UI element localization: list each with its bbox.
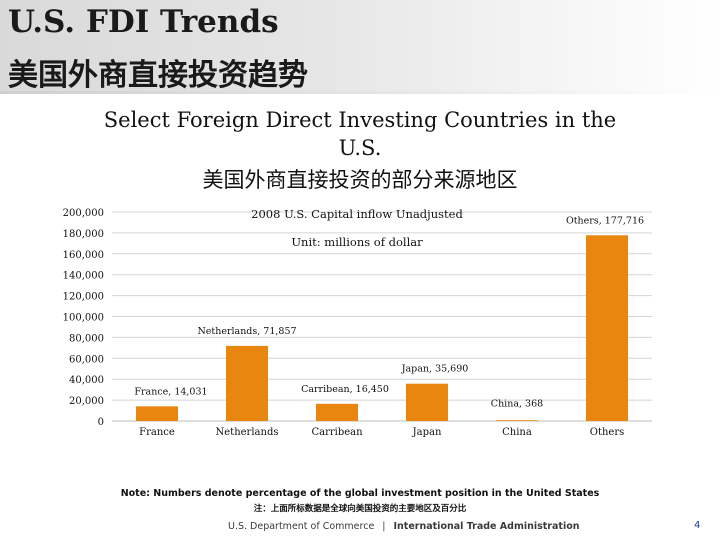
footer-separator: |: [382, 521, 386, 532]
x-tick-label: Carribean: [311, 427, 363, 438]
y-tick-label: 40,000: [69, 375, 104, 386]
bar-china: [496, 420, 538, 421]
data-label: China, 368: [491, 399, 543, 410]
footer-department: U.S. Department of Commerce: [228, 521, 375, 532]
y-tick-label: 180,000: [63, 229, 104, 240]
data-label: Others, 177,716: [566, 215, 644, 226]
chart-title: 2008 U.S. Capital inflow Unadjusted: [251, 207, 463, 221]
bar-chart: 0 20,000 40,000 60,000 80,000 100,000 120,000 1…: [63, 207, 652, 438]
y-tick-label: 60,000: [69, 354, 104, 365]
x-tick-label: Netherlands: [216, 427, 279, 438]
y-tick-label: 120,000: [63, 292, 104, 303]
x-tick-label: Others: [590, 427, 625, 438]
y-tick-label: 100,000: [63, 313, 104, 324]
footer-organization: U.S. Department of Commerce | Internationa…: [228, 521, 580, 532]
y-tick-label: 160,000: [63, 250, 104, 261]
bar-japan: [406, 383, 448, 421]
data-label: Carribean, 16,450: [301, 384, 389, 395]
footnote-chinese: 注：上面所标数据是全球向美国投资的主要地区及百分比: [253, 504, 467, 514]
data-label: France, 14,031: [134, 386, 207, 397]
chart-heading-chinese: 美国外商直接投资的部分来源地区: [202, 168, 518, 192]
y-tick-label: 80,000: [69, 333, 104, 344]
y-tick-label: 200,000: [63, 208, 104, 219]
header-band: [0, 0, 720, 94]
chart-heading-line1: Select Foreign Direct Investing Countrie…: [103, 108, 617, 132]
y-tick-label: 140,000: [63, 271, 104, 282]
chart-heading-line2: U.S.: [338, 136, 382, 160]
footer-agency: International Trade Administration: [393, 521, 580, 532]
x-tick-label: France: [139, 427, 175, 438]
page-title-chinese: 美国外商直接投资趋势: [8, 58, 308, 93]
data-label: Netherlands, 71,857: [197, 326, 296, 337]
bar-others: [586, 235, 628, 421]
page-number: 4: [694, 520, 701, 531]
chart-unit-label: Unit: millions of dollar: [291, 235, 423, 249]
x-tick-label: Japan: [412, 427, 442, 438]
footnote-english: Note: Numbers denote percentage of the g…: [120, 488, 600, 499]
bar-carribean: [316, 403, 358, 421]
bar-france: [136, 406, 178, 421]
data-label: Japan, 35,690: [401, 364, 469, 375]
page-title: U.S. FDI Trends: [8, 4, 279, 40]
y-tick-label: 0: [98, 417, 104, 428]
bar-netherlands: [226, 345, 268, 421]
x-tick-label: China: [502, 427, 532, 438]
y-tick-label: 20,000: [69, 396, 104, 407]
